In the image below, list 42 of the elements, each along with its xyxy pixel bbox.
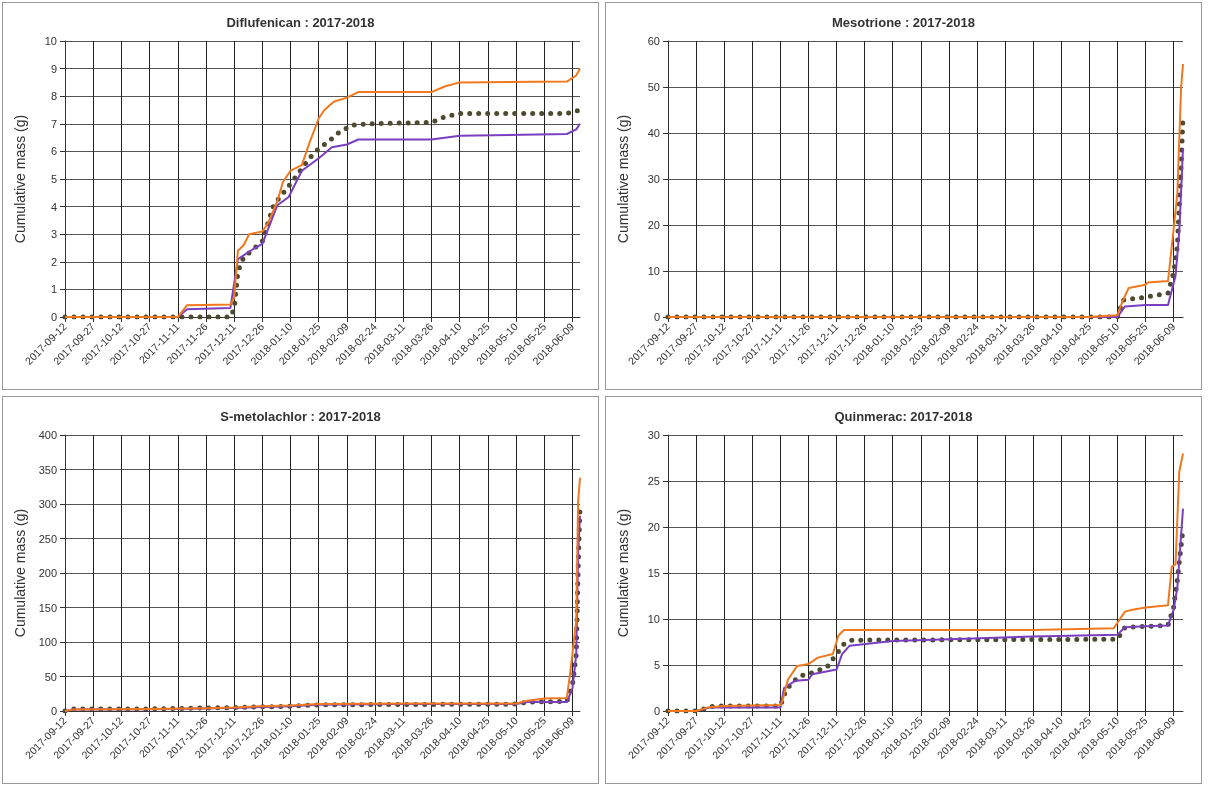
y-axis-title: Cumulative mass (g) — [12, 508, 28, 638]
y-tick-label: 4 — [50, 200, 57, 213]
y-tick-label: 10 — [44, 35, 57, 47]
y-tick-label: 25 — [647, 475, 660, 487]
y-tick-label: 10 — [647, 265, 660, 277]
y-tick-label: 20 — [647, 521, 660, 533]
chart-title: Diflufenican : 2017-2018 — [226, 15, 375, 30]
y-tick-label: 8 — [50, 90, 57, 103]
y-tick-label: 0 — [653, 311, 660, 323]
y-tick-label: 9 — [50, 62, 57, 75]
y-tick-label: 7 — [50, 117, 57, 130]
chart-title: Mesotrione : 2017-2018 — [831, 15, 976, 30]
y-tick-label: 250 — [38, 532, 57, 545]
y-tick-label: 30 — [647, 173, 660, 185]
y-tick-label: 350 — [38, 463, 57, 476]
y-tick-label: 300 — [38, 498, 57, 510]
y-tick-label: 40 — [647, 127, 660, 139]
y-tick-label: 3 — [50, 228, 57, 241]
y-tick-label: 150 — [38, 601, 57, 614]
y-tick-label: 60 — [647, 35, 660, 47]
y-axis-title: Cumulative mass (g) — [615, 114, 631, 244]
y-tick-label: 30 — [647, 429, 660, 441]
y-tick-label: 50 — [44, 670, 57, 683]
y-tick-label: 0 — [653, 705, 660, 717]
y-axis-title: Cumulative mass (g) — [615, 508, 631, 638]
y-tick-label: 10 — [647, 613, 660, 625]
chart-title: Quinmerac: 2017-2018 — [834, 409, 973, 424]
y-tick-label: 6 — [50, 145, 57, 158]
y-tick-label: 1 — [50, 283, 57, 296]
y-tick-label: 200 — [38, 567, 57, 579]
y-tick-label: 5 — [653, 659, 660, 671]
y-tick-label: 100 — [38, 636, 57, 648]
y-tick-label: 20 — [647, 219, 660, 231]
y-tick-label: 15 — [647, 567, 660, 579]
y-tick-label: 50 — [647, 81, 660, 93]
y-tick-label: 2 — [50, 255, 57, 268]
chart-title: S-metolachlor : 2017-2018 — [220, 409, 381, 424]
y-axis-title: Cumulative mass (g) — [12, 114, 28, 244]
y-tick-label: 5 — [50, 173, 57, 185]
y-tick-label: 0 — [50, 311, 57, 323]
y-tick-label: 400 — [38, 429, 57, 441]
y-tick-label: 0 — [50, 705, 57, 717]
